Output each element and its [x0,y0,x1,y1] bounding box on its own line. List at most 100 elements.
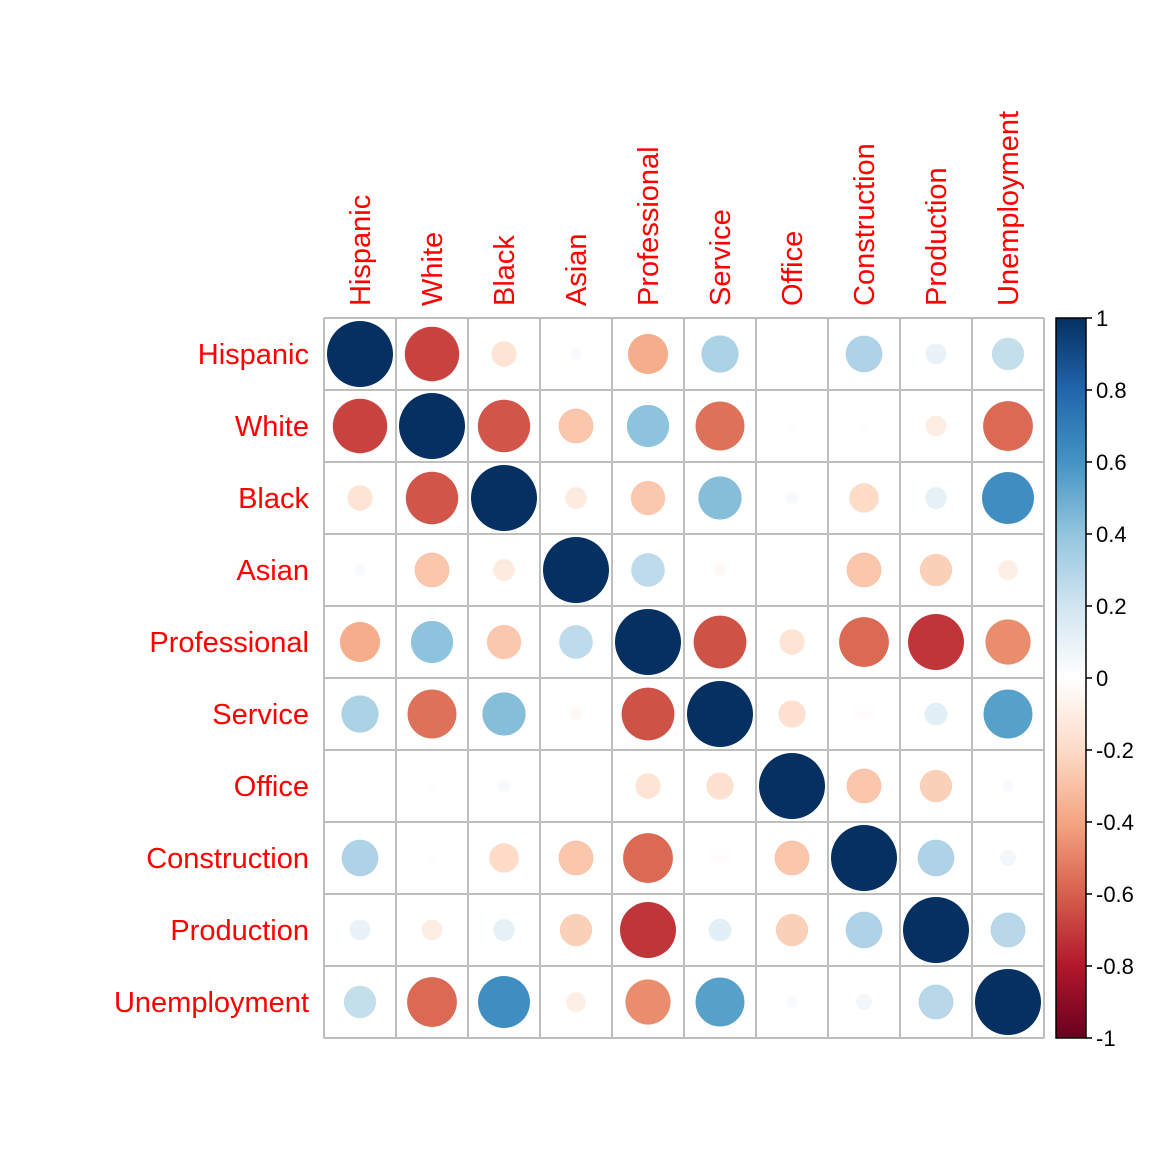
corr-circle-production-black [493,919,515,941]
corr-circle-asian-service [713,563,727,577]
corr-circle-construction-production [917,839,955,877]
row-label-white: White [235,411,309,443]
colorbar-tick-label: 1 [1096,306,1108,331]
corr-circle-black-asian [565,487,587,509]
corr-circle-hispanic-construction [845,335,883,373]
corr-circle-asian-white [414,552,450,588]
corr-circle-office-black [497,779,511,793]
corr-circle-unemployment-construction [855,993,873,1011]
row-label-production: Production [170,915,309,947]
corr-circle-construction-asian [558,840,594,876]
corr-circle-construction-white [428,854,436,862]
corr-circle-asian-construction [846,552,882,588]
column-label-office: Office [777,231,809,306]
corr-circle-production-asian [559,913,593,947]
corr-circle-professional-hispanic [339,621,381,663]
corr-circle-service-unemployment [983,689,1033,739]
corr-circle-unemployment-black [478,976,530,1028]
row-label-unemployment: Unemployment [114,987,309,1019]
colorbar-tick-label: 0.4 [1096,522,1127,547]
corr-circle-asian-hispanic [354,564,366,576]
row-label-hispanic: Hispanic [198,339,309,371]
corr-circle-asian-production [919,553,953,587]
corr-circle-service-black [482,692,526,736]
corr-circle-white-construction [860,422,868,430]
corr-circle-hispanic-black [491,341,517,367]
corr-circle-black-unemployment [982,472,1034,524]
corr-circle-production-hispanic [349,919,371,941]
corr-circle-construction-professional [623,833,673,883]
corr-circle-service-white [407,689,457,739]
colorbar [1055,317,1087,1039]
corr-circle-white-asian [558,408,594,444]
corr-circle-office-unemployment [1002,780,1014,792]
corr-circle-hispanic-service [701,335,739,373]
row-label-black: Black [238,483,309,515]
corr-circle-construction-black [489,843,519,873]
corr-circle-construction-service [715,853,725,863]
corr-circle-asian-professional [631,553,665,587]
corr-circle-black-construction [849,483,879,513]
corr-circle-white-unemployment [983,401,1033,451]
corr-circle-hispanic-production [925,343,947,365]
corr-circle-office-construction [846,768,882,804]
corr-circle-asian-unemployment [998,560,1018,580]
corr-circle-service-office [778,700,806,728]
corr-circle-office-office [759,753,825,819]
corr-circle-production-white [421,919,443,941]
corr-circle-production-construction [845,911,883,949]
corr-circle-black-white [405,471,459,525]
corr-circle-office-white [428,782,436,790]
row-label-construction: Construction [146,843,309,875]
column-label-service: Service [705,209,737,306]
corr-circle-service-service [687,681,753,747]
colorbar-tick-label: 0.2 [1096,594,1127,619]
corr-circle-white-production [925,415,947,437]
corr-circle-hispanic-hispanic [327,321,393,387]
corr-circle-white-white [399,393,465,459]
column-label-asian: Asian [561,233,593,306]
corr-circle-black-professional [630,480,666,516]
corr-circle-black-service [698,476,742,520]
corr-circle-white-black [477,399,531,453]
corr-circle-hispanic-professional [627,333,669,375]
colorbar-tick-label: -0.6 [1096,882,1134,907]
corr-circle-unemployment-white [407,977,457,1027]
corr-circle-white-hispanic [332,398,388,454]
corr-circle-black-office [785,491,799,505]
corr-circle-black-black [471,465,537,531]
row-label-professional: Professional [149,627,309,659]
colorbar-tick-label: 0.6 [1096,450,1127,475]
corr-circle-professional-office [779,629,805,655]
colorbar-tick-label: 0 [1096,666,1108,691]
row-label-asian: Asian [236,555,309,587]
corr-circle-unemployment-unemployment [975,969,1041,1035]
corr-circle-production-production [903,897,969,963]
corr-circle-service-production [924,702,948,726]
corr-circle-unemployment-office [786,996,798,1008]
corr-circle-professional-asian [559,625,593,659]
corr-circle-hispanic-asian [570,348,582,360]
colorbar-tick-label: -0.8 [1096,954,1134,979]
corr-circle-professional-production [908,614,964,670]
colorbar-tick-label: -0.2 [1096,738,1134,763]
corr-circle-hispanic-white [404,326,460,382]
corr-circle-service-professional [621,687,675,741]
corr-circle-black-hispanic [347,485,373,511]
column-label-construction: Construction [849,143,881,306]
corr-circle-asian-black [493,559,515,581]
colorbar-tick-label: 0.8 [1096,378,1127,403]
column-label-black: Black [489,235,521,306]
corr-circle-unemployment-hispanic [343,985,377,1019]
colorbar-tick-label: -1 [1096,1026,1116,1051]
corr-circle-unemployment-professional [625,979,671,1025]
corr-circle-unemployment-service [695,977,745,1027]
corr-circle-white-office [788,422,796,430]
corr-circle-production-office [775,913,809,947]
corr-circle-unemployment-production [918,984,954,1020]
column-label-production: Production [921,167,953,306]
row-label-service: Service [212,699,309,731]
corr-circle-professional-white [410,620,454,664]
